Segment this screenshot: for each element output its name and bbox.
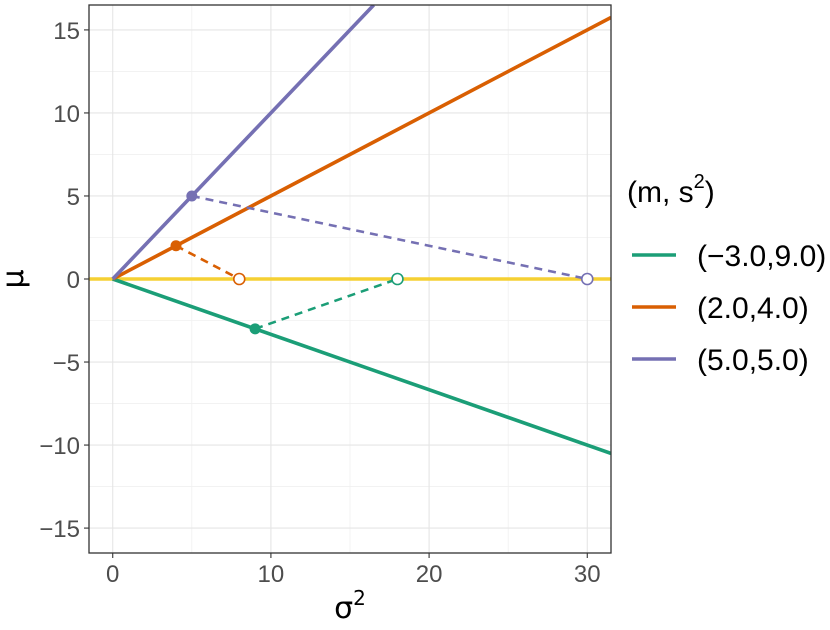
series-line xyxy=(112,277,611,456)
legend: (−3.0,9.0) (2.0,4.0) (5.0,5.0) xyxy=(632,240,826,377)
series-dashed-projection xyxy=(254,277,398,331)
legend-label: (−3.0,9.0) xyxy=(697,240,826,273)
y-axis: −15 −10 −5 0 5 10 15 xyxy=(39,18,89,543)
y-tick-label: 5 xyxy=(67,184,80,211)
x-tick-label: 10 xyxy=(258,561,285,588)
series-projection-point xyxy=(391,272,404,286)
y-axis-title: μ xyxy=(0,269,31,288)
y-tick-label: −5 xyxy=(53,350,80,377)
y-tick-label: 0 xyxy=(67,267,80,294)
x-axis-title: σ2 xyxy=(334,586,366,626)
y-tick-label: −15 xyxy=(39,516,80,543)
x-tick-label: 30 xyxy=(574,561,601,588)
y-tick-label: 15 xyxy=(53,18,80,45)
y-tick-label: −10 xyxy=(39,433,80,460)
series-point xyxy=(170,240,182,252)
legend-label: (2.0,4.0) xyxy=(697,292,809,325)
y-tick-label: 10 xyxy=(53,101,80,128)
data-layer xyxy=(89,5,611,456)
legend-title: (m, s2) xyxy=(627,171,715,209)
series-line xyxy=(111,5,376,281)
series-line xyxy=(111,15,611,281)
series-dashed-projection xyxy=(191,194,588,281)
series-projection-point xyxy=(580,272,594,286)
series-projection-point xyxy=(232,272,246,286)
series-point xyxy=(249,323,261,335)
series-point xyxy=(186,190,198,202)
legend-label: (5.0,5.0) xyxy=(697,344,809,377)
series-dashed-projection xyxy=(175,244,240,281)
x-tick-label: 20 xyxy=(416,561,443,588)
x-axis: 0 10 20 30 xyxy=(106,553,601,588)
x-tick-label: 0 xyxy=(106,561,119,588)
